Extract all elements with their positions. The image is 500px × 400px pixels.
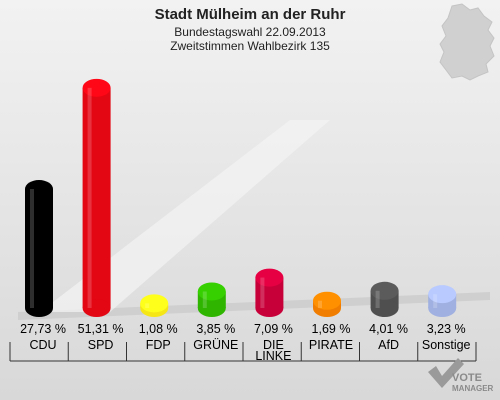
bar-5 bbox=[255, 268, 284, 317]
votemanager-logo: VOTE MANAGER bbox=[428, 358, 494, 393]
bar-top bbox=[82, 78, 111, 97]
value-label-3: 1,08 % bbox=[139, 322, 178, 336]
value-label-1: 27,73 % bbox=[20, 322, 66, 336]
chart-subtitle-2: Zweitstimmen Wahlbezirk 135 bbox=[170, 39, 330, 53]
category-label-6: PIRATE bbox=[309, 338, 353, 352]
category-label-5-1: DIE bbox=[263, 338, 284, 352]
value-label-5: 7,09 % bbox=[254, 322, 293, 336]
chart-diagonal-wall bbox=[40, 120, 330, 312]
bar-8 bbox=[428, 285, 457, 317]
bar-body bbox=[25, 189, 53, 308]
value-label-4: 3,85 % bbox=[196, 322, 235, 336]
category-axis bbox=[9, 342, 477, 362]
bar-highlight bbox=[145, 303, 150, 308]
category-label-2: SPD bbox=[88, 338, 114, 352]
bar-highlight bbox=[87, 87, 92, 308]
bar-top bbox=[428, 285, 457, 304]
category-label-5-2: LINKE bbox=[255, 349, 291, 363]
value-label-2: 51,31 % bbox=[78, 322, 124, 336]
bar-3 bbox=[140, 294, 169, 317]
logo-line-1: VOTE bbox=[452, 372, 482, 384]
bar-bottom bbox=[25, 299, 53, 317]
bars-group bbox=[25, 78, 457, 317]
bar-bottom bbox=[255, 299, 284, 317]
category-label-8: Sonstige bbox=[422, 338, 471, 352]
labels-group: 27,73 % CDU 51,31 % SPD 1,08 % FDP 3,85 % GRÜNE… bbox=[20, 322, 471, 363]
category-label-1: CDU bbox=[29, 338, 56, 352]
bar-bottom bbox=[82, 299, 111, 317]
bar-highlight bbox=[202, 291, 207, 308]
bar-highlight bbox=[433, 294, 438, 308]
bar-bottom bbox=[197, 299, 226, 317]
category-label-7: AfD bbox=[378, 338, 399, 352]
bar-bottom bbox=[428, 299, 457, 317]
bar-top bbox=[197, 282, 226, 301]
bar-highlight bbox=[260, 277, 265, 308]
bar-highlight bbox=[318, 300, 322, 308]
value-label-8: 3,23 % bbox=[427, 322, 466, 336]
bar-1 bbox=[25, 180, 53, 317]
category-label-4: GRÜNE bbox=[193, 338, 238, 352]
category-label-3: FDP bbox=[146, 338, 171, 352]
bar-highlight bbox=[375, 290, 380, 308]
value-label-6: 1,69 % bbox=[312, 322, 351, 336]
bar-2 bbox=[82, 78, 111, 317]
germany-map-icon bbox=[439, 3, 495, 81]
chart-subtitle: Bundestagswahl 22.09.2013 bbox=[174, 25, 326, 39]
bar-top bbox=[370, 281, 399, 300]
bar-body bbox=[82, 87, 111, 308]
bar-7 bbox=[370, 281, 399, 317]
bar-bottom bbox=[370, 299, 399, 317]
bar-top bbox=[255, 268, 284, 287]
bar-highlight bbox=[30, 189, 34, 308]
bar-4 bbox=[197, 282, 226, 317]
bar-top bbox=[25, 180, 53, 199]
bar-top bbox=[140, 294, 169, 313]
logo-line-2: MANAGER bbox=[452, 384, 494, 393]
value-label-7: 4,01 % bbox=[369, 322, 408, 336]
bar-top bbox=[313, 291, 341, 310]
chart-title: Stadt Mülheim an der Ruhr bbox=[155, 6, 346, 23]
logo-check-icon bbox=[428, 358, 464, 388]
bar-6 bbox=[313, 291, 341, 317]
